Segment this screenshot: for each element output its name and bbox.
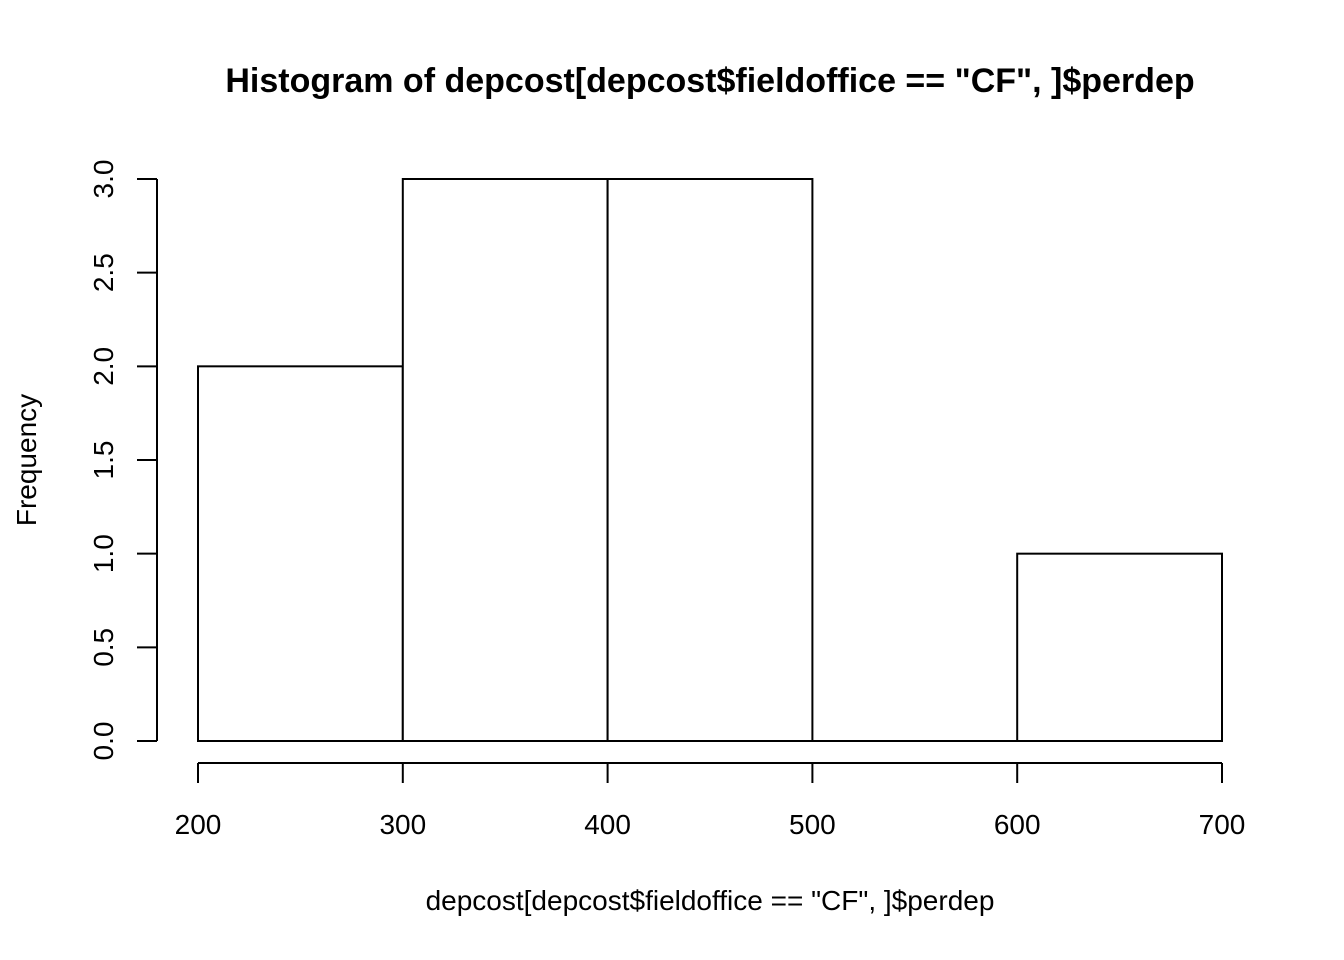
histogram-bar (606, 178, 814, 742)
x-tick-label: 600 (994, 809, 1041, 840)
x-tick-label: 500 (789, 809, 836, 840)
x-axis: 200 300 400 500 600 700 (175, 762, 1246, 840)
y-axis-label: Frequency (11, 394, 42, 526)
y-tick-label: 3.0 (88, 160, 119, 199)
histogram-bar (401, 178, 609, 742)
chart-title: Histogram of depcost[depcost$fieldoffice… (225, 62, 1194, 100)
y-tick-label: 1.0 (88, 534, 119, 573)
y-tick-label: 0.5 (88, 628, 119, 667)
y-tick-label: 0.0 (88, 722, 119, 761)
x-tick-label: 400 (584, 809, 631, 840)
histogram-bar (197, 365, 404, 742)
x-tick-label: 700 (1199, 809, 1246, 840)
x-axis-label: depcost[depcost$fieldoffice == "CF", ]$p… (426, 885, 995, 916)
histogram-bar (1016, 552, 1224, 743)
x-tick-label: 200 (175, 809, 222, 840)
y-axis: 0.0 0.5 1.0 1.5 2.0 2.5 3.0 (88, 160, 158, 761)
y-tick-label: 2.5 (88, 253, 119, 292)
y-tick-label: 1.5 (88, 441, 119, 480)
bars (197, 178, 1224, 743)
y-tick-label: 2.0 (88, 347, 119, 386)
x-tick-label: 300 (379, 809, 426, 840)
